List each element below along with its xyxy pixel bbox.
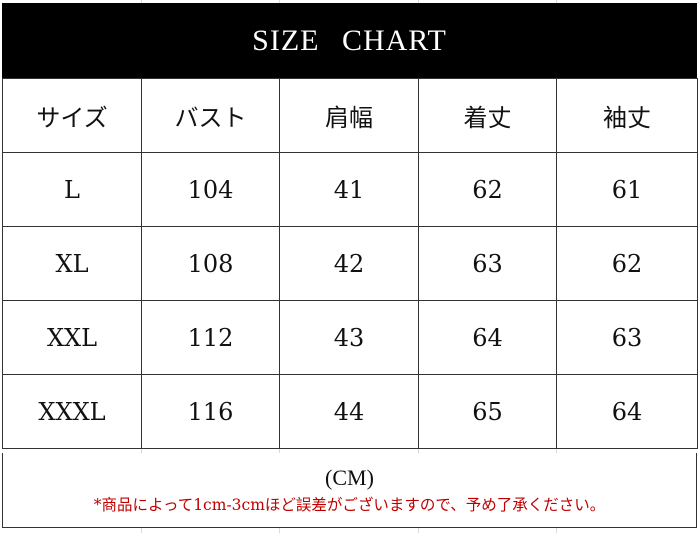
cell-length: 65: [418, 374, 557, 449]
tolerance-note: *商品によって1cm-3cmほど誤差がございますので、予め了承ください。: [93, 496, 606, 514]
cell-shoulder: 42: [279, 226, 419, 301]
cell-bust: 112: [141, 300, 280, 375]
header-size: サイズ: [2, 78, 142, 153]
cell-size: XL: [2, 226, 142, 301]
cell-sleeve: 62: [556, 226, 698, 301]
chart-title: SIZE CHART: [2, 3, 697, 78]
footer-cell: (CM) *商品によって1cm-3cmほど誤差がございますので、予め了承ください…: [2, 453, 697, 528]
table-row: XXXL 116 44 65 64: [2, 374, 698, 449]
size-table: サイズ バスト 肩幅 着丈 袖丈 L 104 41 62 61 XL 108 4…: [2, 78, 698, 449]
cell-length: 64: [418, 300, 557, 375]
cell-length: 63: [418, 226, 557, 301]
cell-shoulder: 43: [279, 300, 419, 375]
cell-sleeve: 61: [556, 152, 698, 227]
table-row: L 104 41 62 61: [2, 152, 698, 227]
cell-bust: 104: [141, 152, 280, 227]
cell-shoulder: 44: [279, 374, 419, 449]
header-bust: バスト: [141, 78, 280, 153]
cell-length: 62: [418, 152, 557, 227]
table-row: XXL 112 43 64 63: [2, 300, 698, 375]
header-row: サイズ バスト 肩幅 着丈 袖丈: [2, 78, 698, 153]
cell-size: XXL: [2, 300, 142, 375]
header-sleeve: 袖丈: [556, 78, 698, 153]
cell-shoulder: 41: [279, 152, 419, 227]
unit-label: (CM): [325, 465, 374, 490]
cell-bust: 108: [141, 226, 280, 301]
cell-sleeve: 63: [556, 300, 698, 375]
table-row: XL 108 42 63 62: [2, 226, 698, 301]
header-length: 着丈: [418, 78, 557, 153]
header-shoulder: 肩幅: [279, 78, 419, 153]
cell-bust: 116: [141, 374, 280, 449]
cell-size: L: [2, 152, 142, 227]
cell-size: XXXL: [2, 374, 142, 449]
cell-sleeve: 64: [556, 374, 698, 449]
